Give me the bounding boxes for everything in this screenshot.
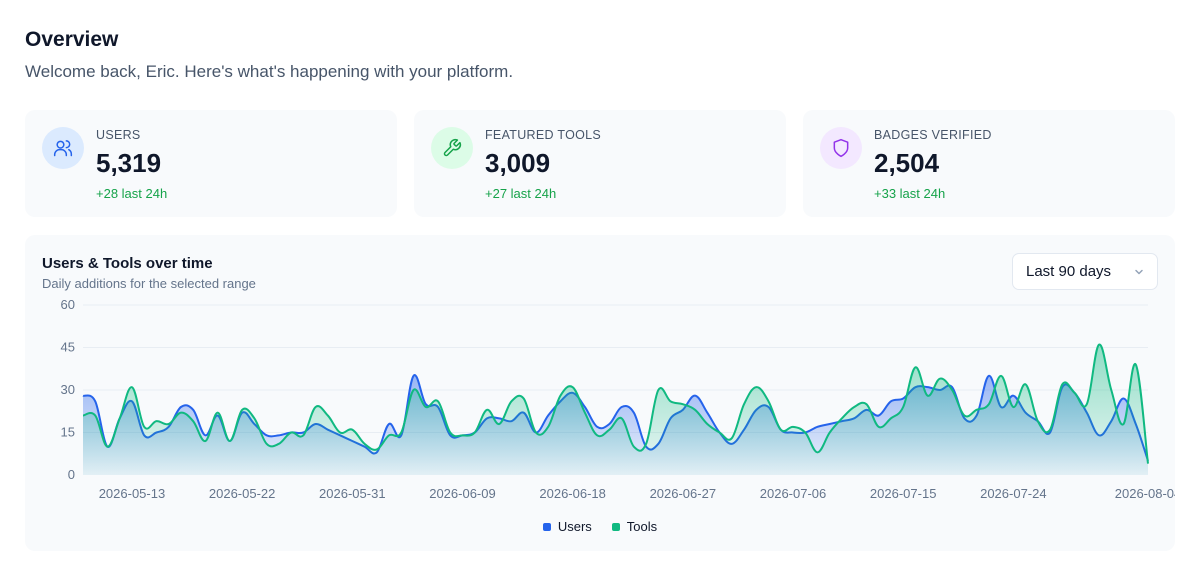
chart-plot: 0 15 30 45 60 2026-05-13 2026-05-22 2026-05-31 2… — [61, 297, 1175, 501]
y-tick-label: 30 — [61, 382, 75, 397]
chevron-down-icon — [1135, 269, 1143, 274]
x-tick-label: 2026-05-13 — [99, 486, 166, 501]
stat-delta: +27 last 24h — [485, 186, 557, 201]
x-tick-label: 2026-05-22 — [209, 486, 276, 501]
series-area-tools — [83, 344, 1148, 475]
stat-delta: +33 last 24h — [874, 186, 946, 201]
legend-swatch-users — [542, 522, 551, 531]
y-tick-label: 45 — [61, 340, 75, 355]
x-tick-label: 2026-06-18 — [539, 486, 606, 501]
x-tick-label: 2026-07-06 — [760, 486, 827, 501]
chart-subtitle: Daily additions for the selected range — [42, 276, 256, 291]
stat-value: 2,504 — [874, 148, 940, 178]
legend-item-users[interactable]: Users — [542, 519, 592, 534]
legend-swatch-tools — [611, 522, 620, 531]
legend-item-tools[interactable]: Tools — [611, 519, 658, 534]
stat-card-users: USERS 5,319 +28 last 24h — [25, 110, 397, 217]
x-tick-label: 2026-07-15 — [870, 486, 937, 501]
stat-label: USERS — [96, 128, 141, 142]
chart-card: 0 15 30 45 60 2026-05-13 2026-05-22 2026-05-31 2… — [25, 235, 1175, 551]
stat-card-badges-verified: BADGES VERIFIED 2,504 +33 last 24h — [803, 110, 1175, 217]
x-tick-label: 2026-07-24 — [980, 486, 1047, 501]
stat-value: 3,009 — [485, 148, 551, 178]
users-icon — [42, 127, 84, 169]
wrench-icon — [431, 127, 473, 169]
x-tick-label: 2026-06-09 — [429, 486, 496, 501]
x-tick-label: 2026-06-27 — [650, 486, 717, 501]
range-select-value: Last 90 days — [1026, 263, 1112, 280]
stat-label: BADGES VERIFIED — [874, 128, 992, 142]
stat-card-featured-tools: FEATURED TOOLS 3,009 +27 last 24h — [414, 110, 786, 217]
y-tick-label: 60 — [61, 297, 75, 312]
series-line-tools — [82, 343, 1149, 464]
page-subtitle: Welcome back, Eric. Here's what's happen… — [25, 62, 514, 81]
range-select[interactable]: Last 90 days — [1012, 253, 1158, 290]
page-title: Overview — [25, 28, 119, 51]
legend-label: Users — [557, 519, 592, 534]
chart-title: Users & Tools over time — [42, 255, 213, 272]
y-tick-label: 0 — [68, 467, 75, 482]
y-tick-label: 15 — [61, 425, 75, 440]
x-tick-label: 2026-05-31 — [319, 486, 386, 501]
shield-icon — [820, 127, 862, 169]
stat-delta: +28 last 24h — [96, 186, 168, 201]
chart-legend: Users Tools — [25, 519, 1175, 534]
stat-label: FEATURED TOOLS — [485, 128, 602, 142]
stat-value: 5,319 — [96, 148, 162, 178]
x-tick-label: 2026-08-04 — [1115, 486, 1175, 501]
legend-label: Tools — [626, 519, 658, 534]
